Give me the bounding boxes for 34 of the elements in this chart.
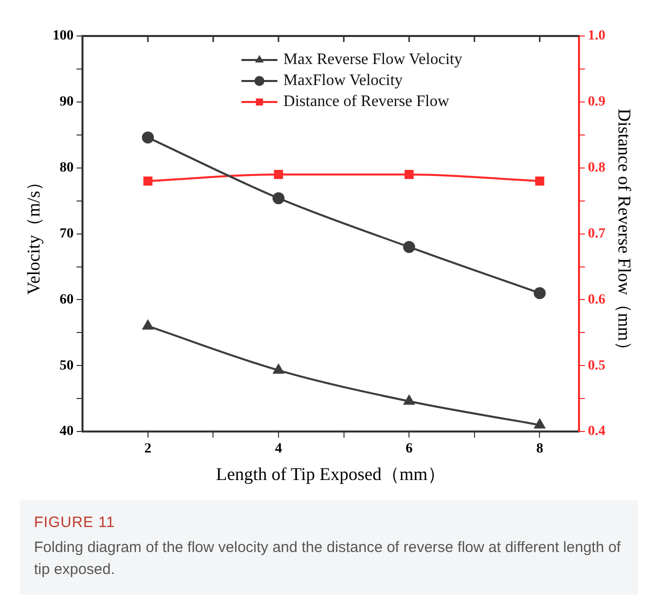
x-tick-label: 2: [144, 442, 152, 457]
legend-label: Max Reverse Flow Velocity: [283, 51, 462, 68]
y-tick-label: 90: [60, 94, 74, 110]
y-tick-label: 70: [60, 226, 74, 242]
y-axis-title: Velocity（m/s）: [24, 172, 44, 295]
x-tick-label: 6: [406, 442, 413, 457]
point: [142, 320, 154, 330]
point: [272, 192, 285, 204]
y-tick-label: 100: [52, 28, 74, 44]
point: [403, 240, 416, 253]
y2-tick-label: 0.5: [588, 358, 606, 374]
point: [534, 419, 546, 429]
y2-tick-label: 0.8: [588, 160, 606, 176]
y2-tick-label: 0.6: [588, 292, 606, 308]
text: Folding diagram of the flow velocity and the distance of reverse flow at different length of tip exposed.: [34, 538, 622, 580]
point: [273, 364, 284, 374]
point: [404, 395, 414, 405]
caption: FIGURE 11: [34, 514, 116, 531]
point: [142, 132, 154, 144]
y-tick-label: 50: [60, 358, 74, 374]
x-tick-label: 8: [536, 442, 544, 457]
y2-axis-title: Distance of Reverse Flow（mm）: [614, 108, 634, 360]
y2-tick-label: 0.9: [588, 94, 606, 110]
x-tick-label: 4: [275, 442, 282, 457]
y-tick-label: 60: [60, 292, 74, 308]
x-axis-title: Length of Tip Exposed（mm）: [216, 464, 446, 484]
y-tick-label: 40: [60, 424, 74, 440]
legend-label: MaxFlow Velocity: [283, 72, 403, 90]
y-tick-label: 80: [60, 160, 74, 176]
point: [534, 287, 546, 300]
y2-tick-label: 0.7: [588, 226, 606, 242]
y2-tick-label: 0.4: [588, 424, 606, 440]
legend-label: Distance of Reverse Flow: [283, 93, 450, 110]
y2-tick-label: 1.0: [588, 28, 606, 44]
